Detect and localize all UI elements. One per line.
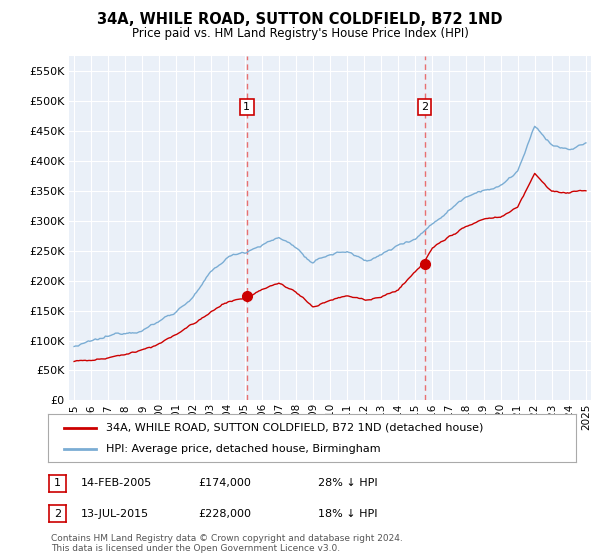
- Text: 18% ↓ HPI: 18% ↓ HPI: [318, 508, 377, 519]
- Text: 1: 1: [54, 478, 61, 488]
- Text: Contains HM Land Registry data © Crown copyright and database right 2024.
This d: Contains HM Land Registry data © Crown c…: [51, 534, 403, 553]
- Text: Price paid vs. HM Land Registry's House Price Index (HPI): Price paid vs. HM Land Registry's House …: [131, 27, 469, 40]
- Text: 28% ↓ HPI: 28% ↓ HPI: [318, 478, 377, 488]
- Text: 13-JUL-2015: 13-JUL-2015: [81, 508, 149, 519]
- Text: £174,000: £174,000: [198, 478, 251, 488]
- Text: 14-FEB-2005: 14-FEB-2005: [81, 478, 152, 488]
- Text: 34A, WHILE ROAD, SUTTON COLDFIELD, B72 1ND (detached house): 34A, WHILE ROAD, SUTTON COLDFIELD, B72 1…: [106, 423, 484, 433]
- Text: 1: 1: [243, 102, 250, 112]
- Text: £228,000: £228,000: [198, 508, 251, 519]
- Text: HPI: Average price, detached house, Birmingham: HPI: Average price, detached house, Birm…: [106, 444, 381, 454]
- Text: 34A, WHILE ROAD, SUTTON COLDFIELD, B72 1ND: 34A, WHILE ROAD, SUTTON COLDFIELD, B72 1…: [97, 12, 503, 27]
- Text: 2: 2: [421, 102, 428, 112]
- Text: 2: 2: [54, 508, 61, 519]
